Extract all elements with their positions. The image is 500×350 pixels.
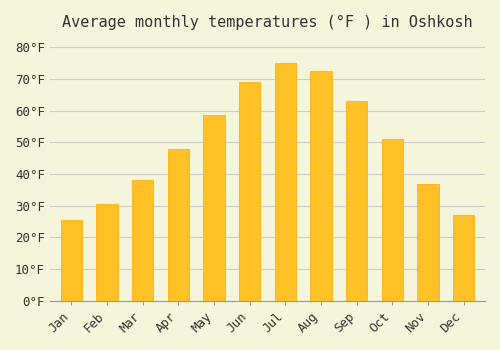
Bar xyxy=(274,63,296,301)
Title: Average monthly temperatures (°F ) in Oshkosh: Average monthly temperatures (°F ) in Os… xyxy=(62,15,472,30)
Bar xyxy=(168,149,189,301)
Bar xyxy=(453,215,474,301)
Bar xyxy=(382,139,403,301)
Bar xyxy=(96,204,118,301)
Bar xyxy=(346,101,368,301)
Bar xyxy=(203,116,224,301)
Bar xyxy=(60,220,82,301)
Bar xyxy=(417,183,438,301)
Bar xyxy=(132,180,154,301)
Bar xyxy=(239,82,260,301)
Bar xyxy=(310,71,332,301)
